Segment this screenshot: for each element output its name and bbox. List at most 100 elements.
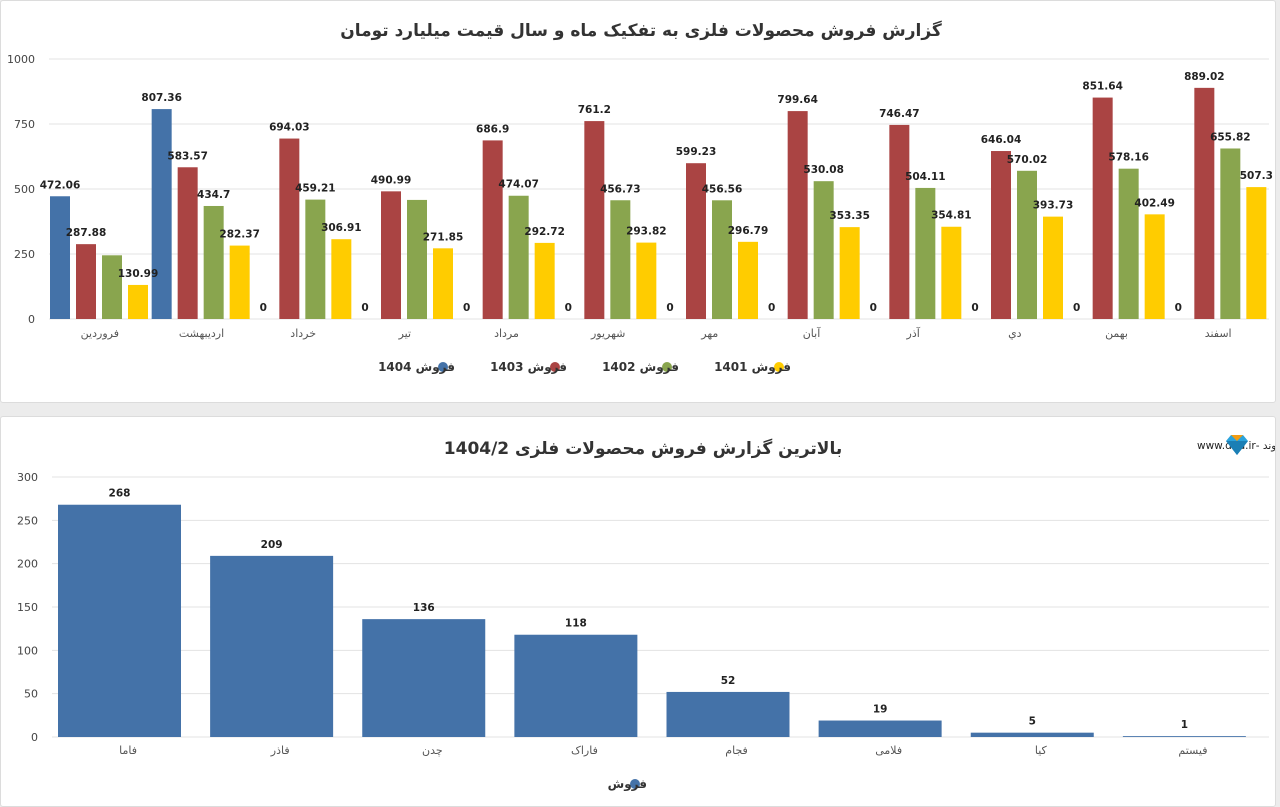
legend-label: فروش 1401 [714,360,791,375]
y-tick-label: 250 [14,248,35,261]
bar [508,195,529,319]
category-label: چدن [422,744,443,757]
bar [128,284,148,319]
legend-label: فروش 1402 [602,360,679,375]
bar [331,239,352,319]
data-label: 851.64 [1082,81,1123,93]
data-label: 807.36 [141,92,182,104]
category-label: فاذر [270,744,290,757]
legend-item[interactable]: فروش 1402 [602,360,679,375]
y-tick-label: 250 [17,514,38,527]
data-label: 0 [565,302,572,314]
y-tick-label: 300 [17,471,38,484]
data-label: 282.37 [219,229,260,241]
legend-marker [438,362,448,372]
data-label: 0 [971,302,978,314]
chart-title: گزارش فروش محصولات فلزی به تفکیک ماه و س… [340,20,942,41]
legend-marker [550,362,560,372]
bar [58,504,181,737]
data-label: 456.56 [702,183,743,195]
legend-item[interactable]: فروش 1404 [378,360,455,375]
data-label: 0 [666,302,673,314]
bar [203,205,224,319]
category-label: آبان [803,326,821,340]
y-tick-label: 200 [17,558,38,571]
data-label: 268 [109,488,131,500]
data-label: 402.49 [1134,197,1175,209]
legend-marker [774,362,784,372]
data-label: 434.7 [197,189,230,201]
bar [889,124,910,319]
legend-label: فروش [608,777,647,792]
bar [305,199,326,319]
bar [1194,87,1215,319]
bar [839,227,860,319]
data-label: 472.06 [40,179,81,191]
data-label: 530.08 [803,164,844,176]
data-label: 570.02 [1007,154,1048,166]
data-label: 19 [873,704,888,716]
bar [636,242,657,319]
data-label: 292.72 [524,226,565,238]
bar [482,140,503,319]
category-label: خرداد [290,327,316,340]
data-label: 5 [1029,716,1036,728]
bar [1246,187,1267,319]
y-tick-label: 500 [14,183,35,196]
chart-title: بالاترین گزارش فروش محصولات فلزی 1404/2 [444,438,842,459]
legend-item[interactable]: فروش 1401 [714,360,791,375]
y-tick-label: 100 [17,644,38,657]
bar [1092,97,1113,319]
data-label: 655.82 [1210,131,1251,143]
data-label: 746.47 [879,108,920,120]
bar [151,109,172,320]
bar [712,200,732,319]
data-label: 209 [261,539,283,551]
data-label: 354.81 [931,210,972,222]
legend-marker [662,362,672,372]
data-label: 686.9 [476,123,509,135]
legend-item[interactable]: فروش [608,777,647,792]
bar [941,226,962,319]
category-label: مهر [700,327,718,340]
data-label: 474.07 [498,179,539,191]
bar [50,196,70,319]
y-tick-label: 0 [28,313,35,326]
top-sales-panel: بالاترین گزارش فروش محصولات فلزی 1404/2 … [0,416,1276,807]
data-label: 799.64 [777,94,818,106]
bar [177,167,198,319]
category-label: مرداد [494,327,519,340]
data-label: 459.21 [295,183,336,195]
data-label: 393.73 [1033,200,1074,212]
category-label: فاراک [571,744,598,757]
legend-item[interactable]: فروش 1403 [490,360,567,375]
monthly-sales-panel: گزارش فروش محصولات فلزی به تفکیک ماه و س… [0,0,1276,403]
bar [76,244,96,319]
data-label: 271.85 [423,231,464,243]
data-label: 118 [565,618,587,630]
data-label: 293.82 [626,226,667,238]
category-label: اسفند [1205,327,1232,340]
data-label: 889.02 [1184,71,1225,83]
y-tick-label: 50 [24,688,38,701]
data-label: 0 [1175,302,1182,314]
bar [813,181,834,319]
data-label: 490.99 [371,174,412,186]
data-label: 0 [768,302,775,314]
y-tick-label: 750 [14,118,35,131]
bar [738,241,758,319]
category-label: فیستم [1178,744,1207,757]
data-label: 761.2 [578,104,611,116]
bar [970,732,1094,737]
data-label: 599.23 [676,146,717,158]
data-label: 136 [413,602,435,614]
category-label: فلامی [875,744,902,757]
bar [787,111,808,319]
bar [433,248,453,319]
category-label: شهریور [590,327,625,340]
bar [229,245,250,319]
data-label: 578.16 [1108,152,1149,164]
bar [381,191,401,319]
bar [362,619,486,737]
category-label: تیر [398,327,411,340]
